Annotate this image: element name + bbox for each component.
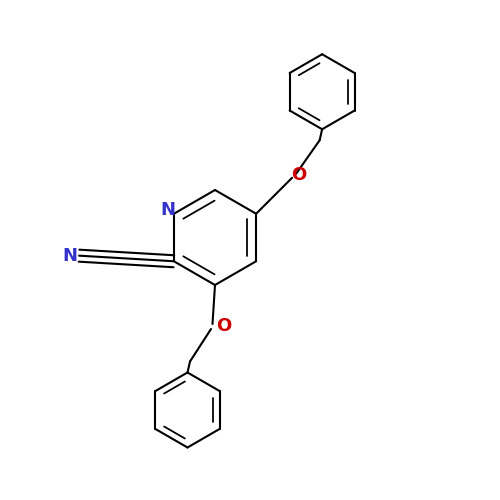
Text: N: N (160, 200, 176, 219)
Text: O: O (292, 166, 307, 184)
Text: N: N (62, 246, 78, 264)
Text: O: O (216, 317, 231, 335)
